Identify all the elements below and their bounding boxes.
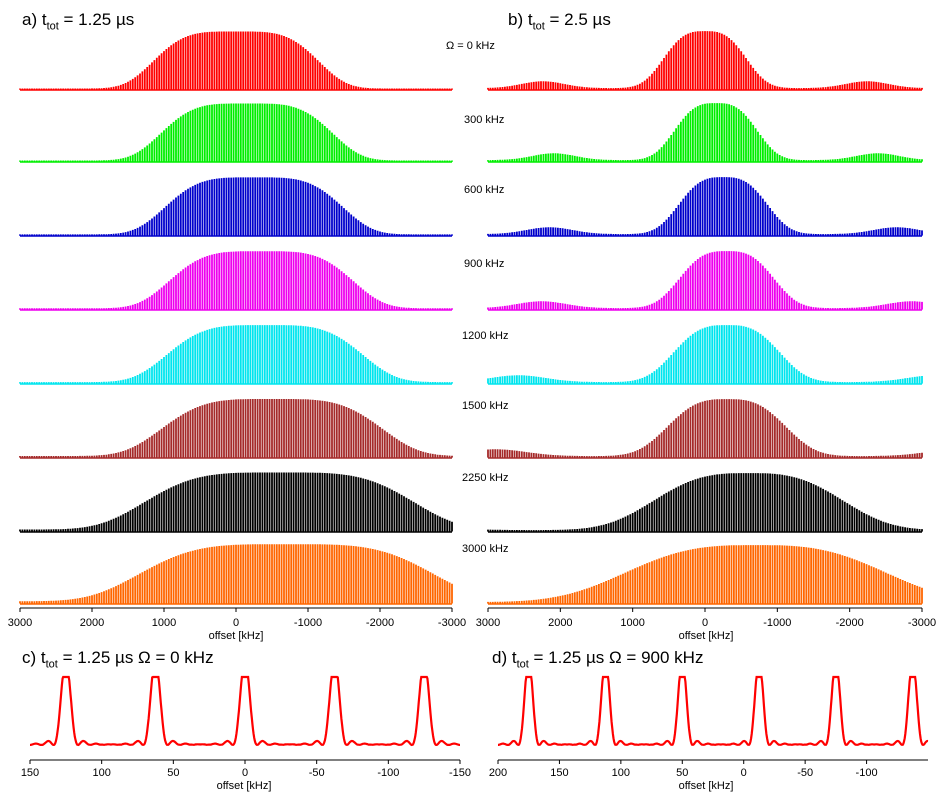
panel-b-xlabel: offset [kHz] (678, 630, 734, 642)
panel-a-tick-label-3: 0 (233, 617, 239, 629)
panel-a-series-1 (19, 103, 453, 162)
panel-a-series-0 (19, 31, 453, 90)
panel-c-tick-label-6: -150 (449, 767, 471, 779)
panel-c-tick-label-2: 50 (167, 767, 179, 779)
panel-d-tick-label-5: -50 (797, 767, 813, 779)
omega-label-5: 1500 kHz (462, 400, 509, 412)
panel-d-tick-label-6: -100 (856, 767, 878, 779)
panel-d-tick-label-2: 100 (612, 767, 630, 779)
panel-b-tick-label-4: -1000 (763, 617, 791, 629)
panel-d-tick-label-1: 150 (550, 767, 568, 779)
panel-b-tick-label-1: 2000 (548, 617, 572, 629)
omega-label-7: 3000 kHz (462, 543, 509, 555)
panel-b-series-5 (487, 399, 923, 458)
panel-b-series-2 (487, 177, 923, 236)
panel-c-tick-label-5: -100 (377, 767, 399, 779)
panel-a-tick-label-4: -1000 (294, 617, 322, 629)
panel-d-title: d) ttot = 1.25 µs Ω = 900 kHz (492, 648, 704, 671)
omega-label-2: 600 kHz (464, 184, 505, 196)
panel-c-tick-label-3: 0 (242, 767, 248, 779)
omega-label-0: Ω = 0 kHz (446, 40, 495, 52)
panel-a-tick-label-5: -2000 (366, 617, 394, 629)
panel-d-curve (498, 675, 929, 747)
panel-b-tick-label-3: 0 (702, 617, 708, 629)
panel-b-tick-label-6: -3000 (908, 617, 936, 629)
panel-c-tick-label-0: 150 (21, 767, 39, 779)
panel-a-series-2 (19, 177, 453, 236)
panel-d-tick-label-4: 0 (741, 767, 747, 779)
panel-d-tick-label-3: 50 (676, 767, 688, 779)
omega-label-1: 300 kHz (464, 114, 505, 126)
panel-b-series-3 (487, 251, 923, 310)
panel-b-tick-label-5: -2000 (836, 617, 864, 629)
panel-a-tick-label-6: -3000 (438, 617, 466, 629)
panel-a-series-7 (19, 544, 453, 604)
panel-a-tick-label-0: 3000 (8, 617, 32, 629)
panel-b-series-7 (487, 545, 923, 604)
panel-b-title: b) ttot = 2.5 µs (508, 10, 611, 33)
panel-a-series-6 (19, 472, 453, 532)
panel-b-tick-label-2: 1000 (620, 617, 644, 629)
omega-label-4: 1200 kHz (462, 330, 509, 342)
omega-label-6: 2250 kHz (462, 472, 509, 484)
panel-c-tick-label-4: -50 (309, 767, 325, 779)
omega-label-3: 900 kHz (464, 258, 505, 270)
panel-a-xlabel: offset [kHz] (208, 630, 264, 642)
panel-a-title: a) ttot = 1.25 µs (22, 10, 135, 33)
panel-b-tick-label-0: 3000 (476, 617, 500, 629)
panel-b-series-4 (487, 325, 923, 384)
panel-c-tick-label-1: 100 (92, 767, 110, 779)
panel-c-xlabel: offset [kHz] (216, 780, 272, 792)
panel-a-series-3 (19, 251, 453, 310)
panel-a-tick-label-2: 1000 (152, 617, 176, 629)
panel-d-xlabel: offset [kHz] (678, 780, 734, 792)
panel-c-title: c) ttot = 1.25 µs Ω = 0 kHz (22, 648, 214, 671)
panel-c-curve (30, 675, 460, 747)
panel-a-series-5 (19, 399, 453, 458)
panel-a-series-4 (19, 325, 453, 384)
panel-b-series-0 (487, 31, 923, 90)
panel-b-series-1 (487, 103, 923, 162)
panel-a-tick-label-1: 2000 (80, 617, 104, 629)
panel-d-tick-label-0: 200 (489, 767, 507, 779)
panel-b-series-6 (487, 473, 923, 532)
